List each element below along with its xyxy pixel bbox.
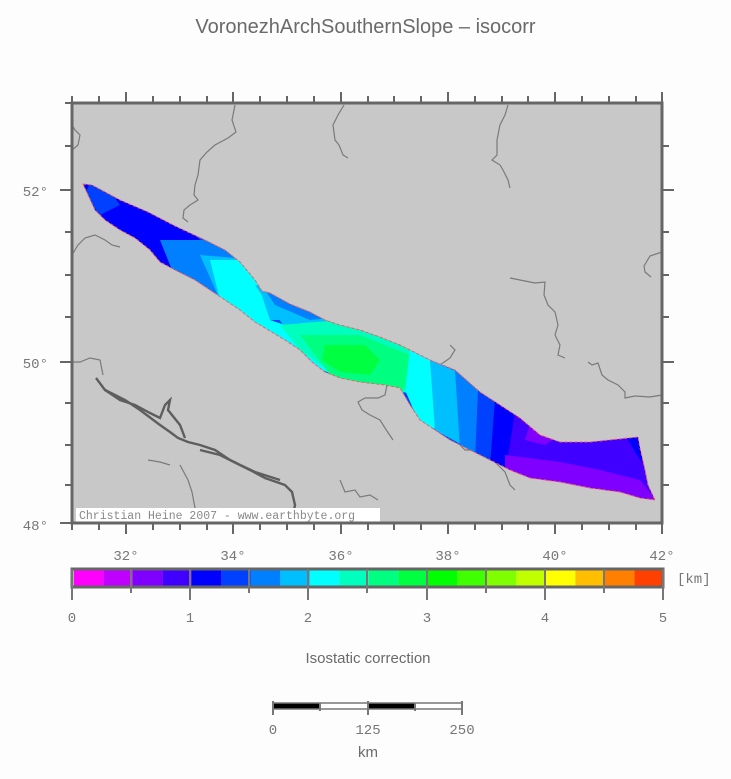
scale-bar — [272, 701, 463, 715]
colorbar-tick-labels: 0 1 2 3 4 5 — [68, 611, 667, 627]
scale-bar-labels: 0 125 250 — [269, 723, 475, 739]
map-title: VoronezhArchSouthernSlope – isocorr — [195, 16, 536, 38]
x-tick-label: 38° — [435, 549, 460, 565]
x-tick-label: 34° — [220, 549, 245, 565]
scale-bar-unit: km — [358, 744, 378, 761]
colorbar — [70, 567, 665, 600]
y-tick-labels: 52° 50° 48° — [23, 185, 48, 535]
x-tick-label: 36° — [328, 549, 353, 565]
colorbar-unit: [km] — [677, 572, 711, 588]
colorbar-tick-label: 1 — [186, 611, 194, 627]
scale-bar-label: 125 — [355, 723, 380, 739]
y-tick-label: 48° — [23, 519, 48, 535]
x-tick-label: 42° — [649, 549, 674, 565]
y-tick-label: 50° — [23, 357, 48, 373]
x-tick-labels: 32° 34° 36° 38° 40° 42° — [113, 549, 674, 565]
y-ticks — [60, 102, 674, 524]
credit-box — [76, 508, 380, 522]
colorbar-tick-label: 0 — [68, 611, 76, 627]
colorbar-tick-label: 3 — [423, 611, 431, 627]
credit-text: Christian Heine 2007 - www.earthbyte.org — [79, 510, 355, 523]
region-outline — [82, 183, 656, 501]
scale-bar-label: 0 — [269, 723, 277, 739]
x-tick-label: 32° — [113, 549, 138, 565]
colorbar-label: Isostatic correction — [305, 650, 430, 667]
colorbar-tick-label: 5 — [659, 611, 667, 627]
x-ticks — [71, 92, 663, 534]
colorbar-tick-label: 4 — [541, 611, 549, 627]
dnieper-river — [95, 377, 300, 524]
x-tick-label: 40° — [542, 549, 567, 565]
scale-bar-label: 250 — [449, 723, 474, 739]
y-tick-label: 52° — [23, 185, 48, 201]
colorbar-tick-label: 2 — [304, 611, 312, 627]
